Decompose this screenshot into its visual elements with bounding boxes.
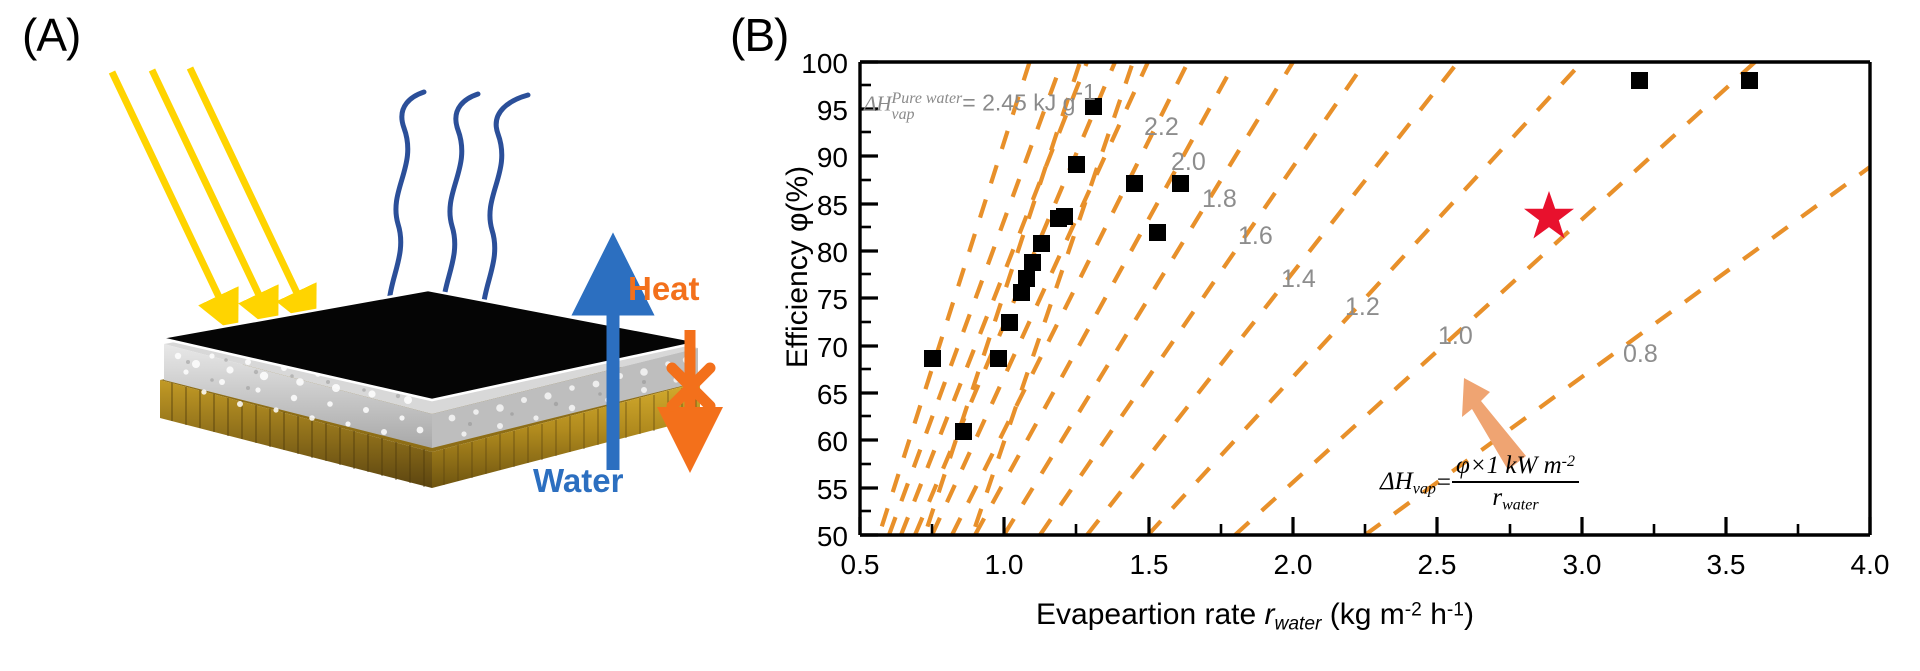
pure-water-enthalpy-annotation: ΔH Pure water vap = 2.45 kJ g-1: [864, 79, 1096, 123]
svg-text:55: 55: [817, 474, 848, 505]
panel-b-label: (B): [730, 9, 789, 61]
y-axis-title: Efficiency φ(%): [781, 165, 814, 369]
heat-blocked-cross: [666, 362, 716, 412]
panel-a-schematic: (A): [0, 0, 760, 671]
svg-text:1.0: 1.0: [985, 549, 1024, 580]
contour-label-1-6: 1.6: [1238, 222, 1273, 250]
y-minor-ticks: [860, 83, 871, 513]
vapor-streams: [386, 89, 531, 339]
svg-text:85: 85: [817, 190, 848, 221]
x-axis-title-pre: Evapeartion rate: [1036, 598, 1265, 631]
formula-numerator-exp: -2: [1561, 452, 1575, 470]
x-axis-unit-mid: h: [1421, 598, 1447, 631]
schematic-svg: [108, 66, 723, 488]
enthalpy-contour-lines-main: [887, 62, 1870, 535]
plot-svg: 100 95 90 85 80 75 70 65 60 55 50 0.5 1.…: [801, 48, 1890, 580]
svg-text:3.5: 3.5: [1707, 549, 1746, 580]
svg-text:80: 80: [817, 237, 848, 268]
formula-lhs-symbol: ΔH: [1380, 467, 1413, 495]
x-axis-unit-exp2: -1: [1446, 599, 1464, 621]
contour-label-2-2: 2.2: [1144, 113, 1179, 141]
black-absorber-plate: [159, 288, 701, 402]
svg-text:65: 65: [817, 379, 848, 410]
panel-a-label: (A): [22, 9, 81, 61]
x-tick-labels: 0.5 1.0 1.5 2.0 2.5 3.0 3.5 4.0: [841, 549, 1890, 580]
svg-text:4.0: 4.0: [1851, 549, 1890, 580]
contour-label-1-2: 1.2: [1345, 293, 1380, 321]
contour-label-2-0: 2.0: [1171, 148, 1206, 176]
y-tick-labels: 100 95 90 85 80 75 70 65 60 55 50: [801, 48, 848, 552]
x-axis-title: Evapeartion rate rwater (kg m-2 h-1): [840, 598, 1670, 635]
contour-label-0-8: 0.8: [1623, 340, 1658, 368]
svg-text:3.0: 3.0: [1563, 549, 1602, 580]
formula-denominator-sub: water: [1502, 496, 1539, 514]
panel-b-chart: (B): [720, 0, 1920, 671]
x-axis-unit-exp1: -2: [1404, 599, 1422, 621]
svg-text:75: 75: [817, 284, 848, 315]
svg-text:2.0: 2.0: [1274, 549, 1313, 580]
formula-equals: =: [1436, 469, 1451, 497]
formula-lhs-sub: vap: [1412, 480, 1436, 498]
data-points-reported: [924, 72, 1758, 440]
svg-text:95: 95: [817, 95, 848, 126]
x-minor-ticks: [930, 524, 1800, 535]
y-major-ticks: [860, 60, 878, 537]
svg-text:60: 60: [817, 426, 848, 457]
svg-text:50: 50: [817, 521, 848, 552]
x-axis-unit-open: (kg m: [1321, 598, 1405, 631]
sunlight-arrows: [108, 66, 317, 338]
formula-pointer-arrow: [1462, 378, 1526, 470]
x-major-ticks: [858, 517, 1872, 535]
svg-text:1.5: 1.5: [1130, 549, 1169, 580]
heat-label: Heat: [628, 270, 700, 307]
efficiency-formula: ΔHvap = φ×1 kW m-2 rwater: [1380, 452, 1579, 514]
pure-water-enthalpy-value: = 2.45 kJ g: [962, 89, 1076, 116]
contour-label-1-4: 1.4: [1281, 265, 1316, 293]
svg-text:2.5: 2.5: [1418, 549, 1457, 580]
enthalpy-contour-lines: [876, 62, 1136, 535]
svg-text:70: 70: [817, 332, 848, 363]
water-label: Water: [533, 462, 624, 499]
formula-denominator: r: [1492, 484, 1503, 511]
contour-label-1-8: 1.8: [1202, 185, 1237, 213]
solar-evaporator-schematic: Heat Water: [0, 0, 760, 671]
x-axis-symbol-sub: water: [1274, 613, 1322, 635]
efficiency-vs-rate-plot: 100 95 90 85 80 75 70 65 60 55 50 0.5 1.…: [720, 0, 1920, 671]
formula-numerator: φ×1 kW m: [1455, 452, 1562, 479]
pure-water-enthalpy-unit-exp: -1: [1075, 79, 1096, 105]
x-axis-symbol: r: [1264, 598, 1275, 631]
contour-label-1-0: 1.0: [1438, 322, 1473, 350]
x-axis-unit-close: ): [1463, 598, 1474, 631]
data-point-this-work: [1524, 191, 1574, 239]
svg-text:100: 100: [801, 48, 848, 79]
svg-text:90: 90: [817, 142, 848, 173]
svg-text:0.5: 0.5: [841, 549, 880, 580]
